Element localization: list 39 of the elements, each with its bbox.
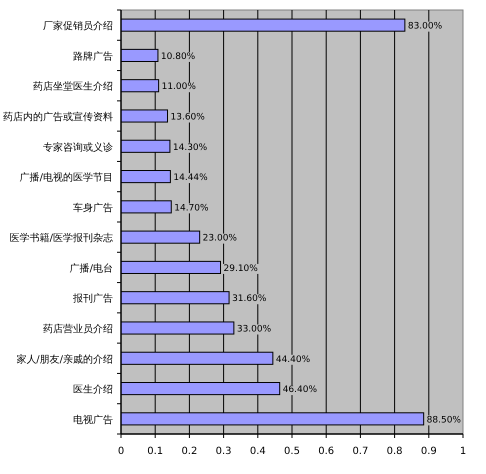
x-tick-label: 0.2 [181,446,198,457]
y-tick-label: 车身广告 [73,202,113,214]
x-tick-label: 0.7 [352,446,368,457]
y-tick-label: 专家咨询或义诊 [43,141,113,154]
data-label: 11.00% [162,82,196,92]
data-label: 14.70% [174,203,210,214]
data-label: 31.60% [232,294,267,304]
data-label: 14.30% [172,142,208,153]
y-tick-label: 广播/电台 [70,262,113,274]
data-label: 88.50% [426,415,462,426]
y-tick-label: 广播/电视的医学节目 [20,172,113,184]
x-tick-label: 0.9 [420,446,437,457]
data-label: 29.10% [224,264,258,274]
y-tick-label: 药店营业员介绍 [43,323,113,335]
data-label: 83.00% [408,22,443,32]
y-tick-label: 药店内的广告或宣传资料 [3,111,113,123]
data-label: 14.44% [173,173,208,184]
x-tick-label: 0.1 [147,446,164,457]
y-tick-label: 电视广告 [73,414,113,426]
data-label: 13.60% [170,112,206,122]
y-tick-label: 路牌广告 [73,50,113,62]
y-tick-label: 药店坐堂医生介绍 [33,80,113,93]
x-tick-label: 0.4 [250,446,266,457]
x-tick-label: 0.8 [386,446,403,457]
y-tick-label: 报刊广告 [72,292,113,305]
data-label: 46.40% [282,385,318,396]
x-tick-label: 0.6 [318,446,334,457]
y-tick-label: 医学书籍/医学报刊杂志 [10,232,113,244]
y-tick-label: 医生介绍 [73,384,113,396]
data-label: 44.40% [276,354,311,365]
y-tick-label: 家人/朋友/亲戚的介绍 [16,353,113,366]
x-tick-label: 1 [460,446,466,457]
data-label: 23.00% [202,234,238,244]
data-label: 10.80% [160,52,196,62]
x-tick-label: 0 [118,446,124,457]
x-tick-label: 0.3 [216,446,232,457]
y-tick-label: 厂家促销员介绍 [43,20,113,32]
x-tick-label: 0.5 [284,446,300,457]
data-label: 33.00% [236,324,272,334]
